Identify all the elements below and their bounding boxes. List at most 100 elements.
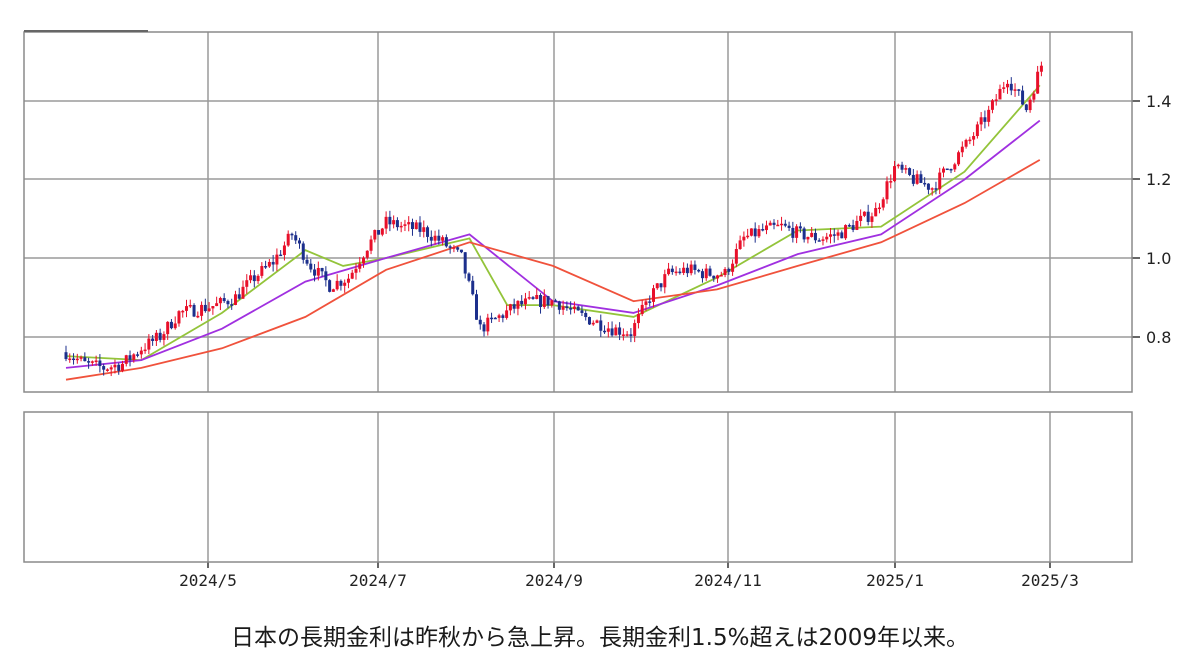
candle-body: [162, 334, 166, 340]
candle-body: [260, 266, 264, 276]
candle-body: [719, 275, 723, 277]
candle-body: [527, 297, 531, 299]
candle-body: [132, 354, 136, 360]
candle-body: [1006, 83, 1010, 88]
mid_ma-line: [65, 119, 1041, 369]
candle-body: [271, 261, 275, 265]
candle-body: [429, 236, 433, 241]
candlestick-layer: [64, 61, 1043, 377]
candle-body: [169, 321, 173, 329]
candle-body: [403, 224, 407, 226]
candle-body: [877, 207, 881, 210]
candle-body: [358, 263, 362, 269]
candle-body: [678, 271, 682, 274]
candle-body: [904, 168, 908, 170]
candle-body: [290, 233, 294, 236]
candle-body: [467, 273, 471, 281]
candle-body: [911, 174, 915, 184]
candle-body: [539, 295, 543, 307]
candle-body: [764, 225, 768, 231]
candle-body: [215, 303, 219, 307]
candle-body: [945, 168, 949, 171]
candle-body: [94, 360, 98, 363]
candle-body: [542, 296, 546, 307]
candle-body: [964, 139, 968, 147]
candle-body: [474, 294, 478, 320]
candle-body: [264, 266, 268, 268]
x-tick-label: 2025/1: [866, 571, 924, 590]
candle-body: [154, 332, 158, 341]
short_ma-line: [65, 84, 1041, 362]
candle-body: [320, 267, 324, 272]
candle-body: [798, 226, 802, 229]
y-tick-label: 1.0: [1146, 249, 1171, 268]
candle-body: [512, 304, 516, 309]
candle-body: [147, 338, 151, 350]
candle-body: [648, 301, 652, 303]
candle-body: [373, 230, 377, 240]
candle-body: [866, 211, 870, 222]
candle-body: [776, 224, 780, 227]
candle-body: [734, 249, 738, 264]
candle-body: [957, 152, 961, 165]
candle-body: [482, 324, 486, 332]
candle-body: [79, 357, 83, 359]
candle-body: [478, 319, 482, 325]
candle-body: [102, 366, 106, 370]
candle-body: [832, 234, 836, 236]
candle-body: [960, 146, 964, 153]
candle-body: [105, 369, 109, 371]
candle-body: [949, 168, 953, 171]
candle-body: [738, 240, 742, 250]
candle-body: [282, 245, 286, 256]
candle-body: [644, 301, 648, 305]
candle-body: [844, 225, 848, 239]
candle-body: [508, 304, 512, 311]
candle-body: [716, 275, 720, 279]
price-chart: 1.4 1.2 1.0 0.8 2024/5 2024/7 2024/9 2024/11 202…: [23, 30, 1171, 590]
candle-body: [369, 239, 373, 251]
candle-body: [674, 271, 678, 274]
candle-body: [994, 99, 998, 101]
candle-body: [606, 328, 610, 332]
candle-body: [128, 355, 132, 360]
candle-body: [685, 267, 689, 274]
candle-body: [836, 232, 840, 236]
candle-body: [712, 275, 716, 279]
candle-body: [433, 235, 437, 241]
candle-body: [550, 300, 554, 306]
candle-body: [452, 247, 456, 249]
candle-body: [757, 229, 761, 237]
candle-body: [633, 323, 637, 336]
candle-body: [1032, 93, 1036, 100]
candle-body: [667, 268, 671, 275]
candle-body: [749, 228, 753, 236]
candle-body: [987, 109, 991, 122]
candle-body: [384, 216, 388, 229]
candle-body: [742, 236, 746, 241]
candle-body: [810, 232, 814, 237]
candle-body: [380, 228, 384, 235]
candle-body: [787, 225, 791, 228]
candle-body: [851, 225, 855, 230]
candle-body: [972, 136, 976, 140]
candle-body: [463, 252, 467, 274]
candle-body: [953, 164, 957, 170]
candle-body: [697, 269, 701, 272]
candle-body: [821, 239, 825, 241]
candle-body: [143, 349, 147, 352]
candle-body: [693, 264, 697, 270]
candle-body: [670, 268, 674, 273]
candle-body: [177, 311, 181, 324]
candle-body: [294, 235, 298, 241]
candle-body: [610, 328, 614, 336]
candle-body: [350, 272, 354, 279]
candle-body: [444, 237, 448, 247]
candle-body: [847, 225, 851, 227]
main-panel-frame: [23, 31, 1133, 393]
x-tick-label: 2024/9: [525, 571, 583, 590]
y-tick-label: 1.4: [1146, 92, 1171, 111]
candle-body: [109, 367, 113, 370]
candle-body: [173, 323, 177, 329]
candle-body: [576, 306, 580, 311]
